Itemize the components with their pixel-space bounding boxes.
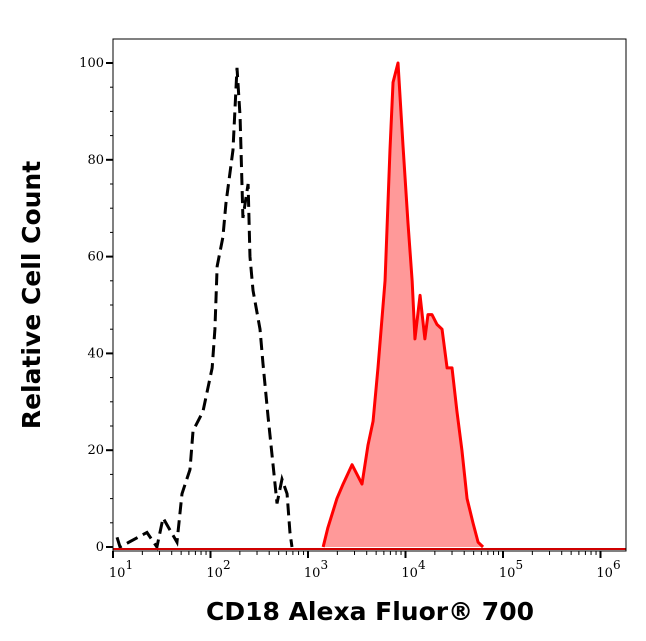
y-tick-label: 20: [87, 443, 104, 458]
y-tick-label: 40: [87, 346, 104, 361]
plot-frame: [112, 38, 627, 552]
y-tick-label: 60: [87, 250, 104, 265]
y-tick-label: 100: [79, 56, 104, 71]
x-tick-label: 102: [206, 558, 230, 581]
control-histogram-dashed-line: [115, 67, 294, 551]
x-tick-label: 104: [401, 558, 426, 581]
x-tick-label: 101: [109, 558, 133, 581]
x-tick-label: 106: [596, 558, 620, 581]
x-axis-title: CD18 Alexa Fluor® 700: [206, 597, 534, 626]
y-tick-label: 80: [87, 153, 104, 168]
y-tick-label: 0: [96, 540, 104, 555]
x-tick-label: 103: [304, 558, 328, 581]
x-tick-label: 105: [499, 558, 523, 581]
stained-histogram-fill: [323, 63, 484, 547]
stained-histogram-line: [321, 61, 485, 549]
y-axis-title: Relative Cell Count: [17, 161, 46, 429]
